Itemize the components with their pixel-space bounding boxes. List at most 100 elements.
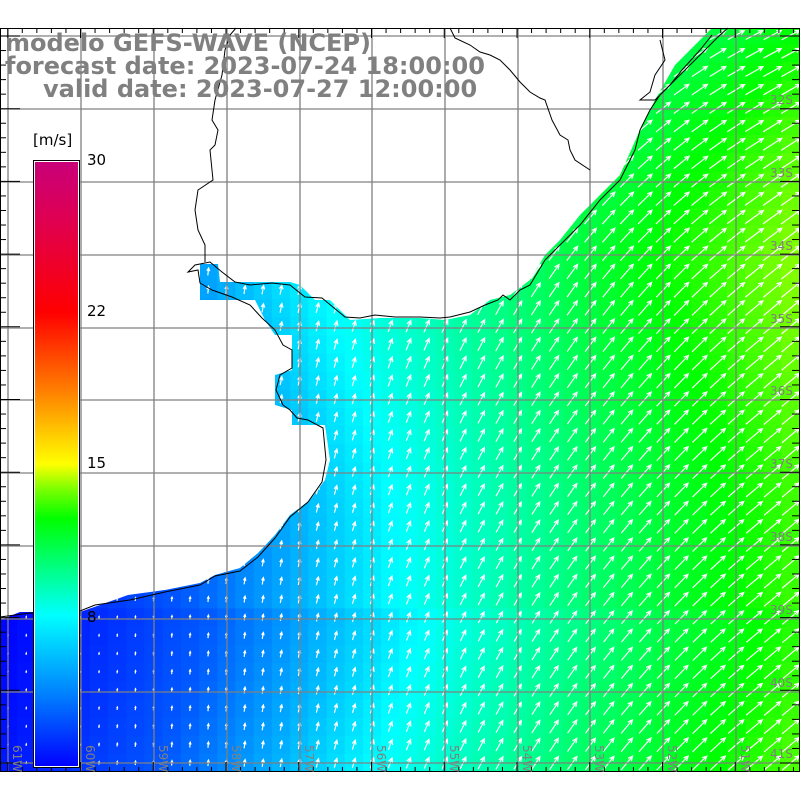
wind-arrow: [780, 191, 800, 207]
wind-arrow: [673, 354, 690, 371]
wind-arrow: [459, 263, 468, 279]
wind-arrow: [548, 209, 561, 225]
wind-arrow: [333, 283, 339, 296]
wind-arrow: [405, 501, 412, 514]
wind-arrow: [763, 83, 783, 96]
wind-arrow: [691, 336, 709, 353]
wind-arrow: [459, 537, 467, 551]
field-cell: [126, 189, 145, 209]
field-cell: [271, 335, 291, 355]
wind-arrow: [116, 414, 119, 420]
wind-arrow: [116, 523, 119, 528]
field-cell: [199, 117, 218, 136]
wind-arrow: [279, 157, 284, 167]
wind-arrow: [315, 539, 320, 549]
wind-arrow: [351, 611, 357, 622]
wind-arrow: [710, 573, 727, 589]
field-cell: [199, 153, 218, 173]
wind-arrow: [387, 282, 394, 296]
wind-arrow: [673, 227, 691, 243]
wind-arrow: [567, 445, 578, 461]
wind-arrow: [423, 519, 430, 533]
field-cell: [89, 171, 109, 191]
wind-arrow: [188, 176, 192, 184]
wind-arrow: [98, 487, 101, 492]
wind-arrow: [619, 209, 635, 225]
wind-arrow: [116, 669, 119, 674]
wind-arrow: [387, 483, 394, 496]
wind-arrow: [744, 155, 765, 170]
wind-arrow: [387, 593, 394, 605]
field-cell: [108, 572, 127, 591]
wind-arrow: [530, 119, 542, 133]
wind-arrow: [638, 336, 653, 353]
wind-arrow: [206, 668, 210, 675]
wind-arrow: [549, 427, 560, 443]
wind-arrow: [530, 29, 542, 41]
wind-arrow: [620, 700, 634, 716]
field-cell: [199, 189, 218, 209]
wind-arrow: [405, 192, 412, 205]
field-cell: [235, 153, 255, 173]
wind-arrow: [566, 173, 579, 188]
wind-arrow: [206, 522, 210, 530]
wind-arrow: [206, 740, 210, 748]
wind-arrow: [25, 487, 28, 492]
wind-arrow: [115, 377, 119, 383]
wind-arrow: [567, 700, 578, 716]
wind-arrow: [279, 448, 284, 458]
wind-arrow: [567, 500, 578, 516]
field-cell: [271, 153, 291, 173]
field-cell: [563, 62, 582, 82]
longitude-label: 51W: [738, 745, 752, 772]
wind-arrow: [25, 378, 28, 382]
wind-arrow: [98, 669, 100, 674]
field-cell: [635, 62, 655, 82]
wind-arrow: [763, 573, 782, 589]
field-cell: [472, 280, 491, 300]
field-cell: [235, 317, 255, 336]
wind-arrow: [620, 482, 634, 498]
wind-arrow: [620, 336, 634, 353]
wind-arrow: [745, 299, 764, 316]
wind-arrow: [261, 157, 266, 167]
field-cell: [235, 499, 255, 518]
wind-arrow: [745, 664, 764, 680]
wind-arrow: [351, 720, 357, 732]
wind-arrow: [495, 737, 504, 752]
wind-arrow: [333, 246, 339, 259]
wind-arrow: [566, 191, 579, 206]
wind-arrow: [387, 192, 394, 205]
wind-arrow: [531, 610, 541, 624]
wind-arrow: [61, 123, 64, 128]
wind-arrow: [691, 65, 709, 78]
field-cell: [344, 299, 364, 318]
wind-arrow: [459, 29, 468, 40]
wind-arrow: [97, 231, 101, 238]
wind-arrow: [566, 391, 578, 407]
wind-arrow: [477, 282, 486, 297]
wind-arrow: [620, 281, 634, 298]
wind-arrow: [495, 592, 504, 606]
longitude-label: 58W: [229, 745, 243, 772]
latitude-label: 40S: [770, 676, 793, 690]
wind-arrow: [620, 591, 634, 607]
wind-arrow: [692, 427, 708, 443]
field-cell: [126, 462, 145, 482]
wind-arrow: [25, 633, 28, 637]
field-cell: [381, 171, 400, 191]
wind-arrow: [638, 317, 653, 335]
wind-arrow: [637, 173, 653, 188]
wind-arrow: [619, 83, 635, 96]
wind-arrow: [638, 718, 652, 734]
wind-arrow: [763, 536, 782, 553]
wind-arrow: [691, 263, 709, 280]
field-cell: [617, 117, 637, 136]
wind-arrow: [405, 483, 412, 496]
latitude-label: 32S: [770, 93, 793, 107]
wind-arrow: [315, 301, 321, 314]
field-cell: [308, 189, 327, 209]
wind-arrow: [315, 192, 321, 204]
field-cell: [0, 735, 18, 755]
field-cell: [253, 517, 273, 537]
